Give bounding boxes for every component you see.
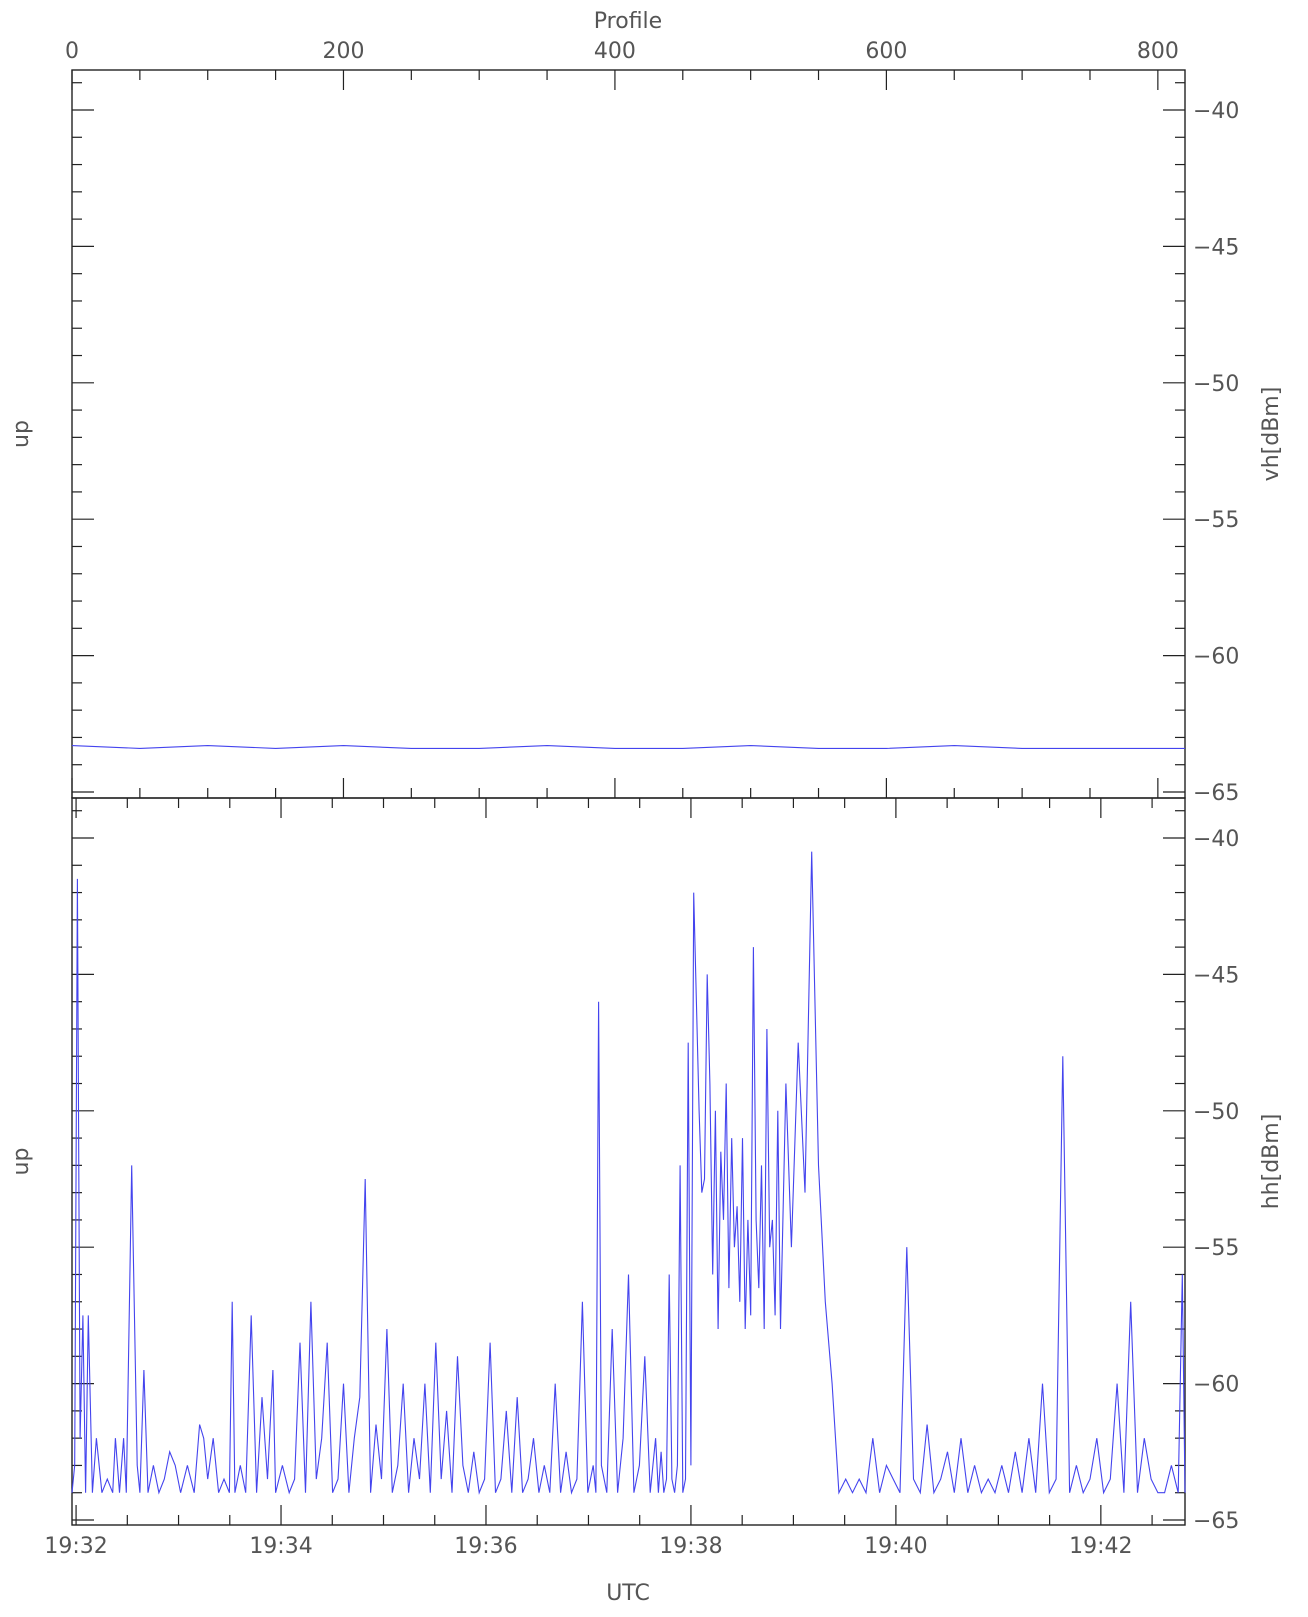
- right-axis-title: vh[dBm]: [1259, 387, 1284, 482]
- y-tick-label: −45: [1193, 963, 1239, 988]
- top-axis-title: Profile: [594, 9, 662, 34]
- right-axis-title: hh[dBm]: [1259, 1114, 1284, 1210]
- series-line-1-0: [71, 851, 1186, 1495]
- top-tick-label: 200: [322, 39, 364, 64]
- y-tick-label: −55: [1193, 508, 1239, 533]
- y-tick-label: −50: [1193, 372, 1239, 397]
- plot-frame-0: [71, 69, 1186, 799]
- top-tick-label: 400: [594, 39, 636, 64]
- x-axis-title: UTC: [606, 1581, 650, 1606]
- left-axis-title: up: [9, 420, 34, 448]
- y-tick-label: −55: [1193, 1236, 1239, 1261]
- y-tick-label: −65: [1193, 1509, 1239, 1534]
- series-line-0-0: [71, 745, 1185, 749]
- plot-frame-1: [71, 797, 1186, 1526]
- utc-tick-label: 19:32: [44, 1534, 107, 1559]
- y-tick-label: −45: [1193, 235, 1239, 260]
- utc-tick-label: 19:38: [659, 1534, 722, 1559]
- utc-tick-label: 19:42: [1069, 1534, 1132, 1559]
- y-tick-label: −50: [1193, 1100, 1239, 1125]
- top-tick-label: 800: [1137, 39, 1179, 64]
- y-tick-label: −60: [1193, 1373, 1239, 1398]
- y-tick-label: −40: [1193, 99, 1239, 124]
- top-tick-label: 0: [65, 39, 79, 64]
- y-tick-label: −40: [1193, 827, 1239, 852]
- utc-tick-label: 19:34: [249, 1534, 312, 1559]
- top-tick-label: 600: [865, 39, 907, 64]
- y-tick-label: −60: [1193, 645, 1239, 670]
- utc-tick-label: 19:40: [864, 1534, 927, 1559]
- y-tick-label: −65: [1193, 781, 1239, 806]
- utc-tick-label: 19:36: [454, 1534, 517, 1559]
- left-axis-title: up: [9, 1148, 34, 1176]
